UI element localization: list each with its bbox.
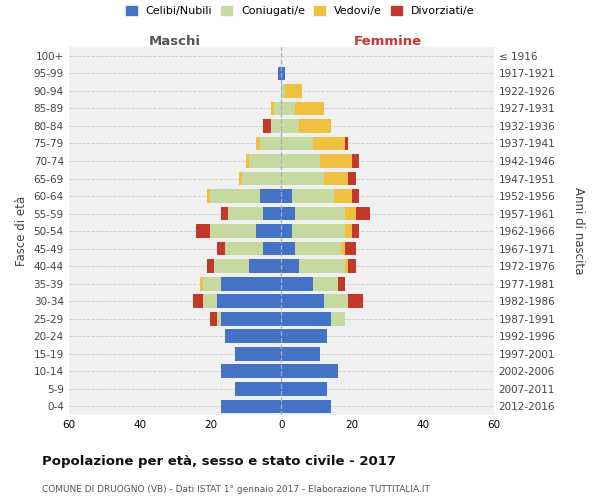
Bar: [203, 294, 217, 308]
Bar: [281, 224, 292, 238]
Bar: [224, 242, 263, 256]
Bar: [281, 277, 313, 290]
Bar: [271, 102, 274, 116]
Bar: [281, 312, 331, 326]
Bar: [274, 102, 281, 116]
Bar: [281, 260, 299, 273]
Bar: [260, 189, 281, 203]
Bar: [345, 260, 349, 273]
Bar: [334, 189, 352, 203]
Bar: [211, 224, 256, 238]
Bar: [345, 242, 356, 256]
Bar: [331, 312, 345, 326]
Bar: [313, 277, 338, 290]
Bar: [207, 189, 211, 203]
Bar: [256, 224, 281, 238]
Bar: [263, 242, 281, 256]
Bar: [250, 260, 281, 273]
Bar: [295, 102, 324, 116]
Bar: [281, 119, 299, 133]
Bar: [281, 347, 320, 360]
Bar: [324, 172, 349, 185]
Bar: [349, 260, 356, 273]
Bar: [341, 242, 345, 256]
Bar: [338, 277, 345, 290]
Bar: [207, 260, 214, 273]
Bar: [281, 382, 327, 396]
Bar: [263, 206, 281, 220]
Bar: [281, 294, 324, 308]
Bar: [256, 136, 260, 150]
Bar: [285, 84, 302, 98]
Bar: [281, 330, 327, 343]
Bar: [203, 277, 221, 290]
Bar: [235, 347, 281, 360]
Bar: [281, 206, 295, 220]
Bar: [217, 312, 221, 326]
Text: Femmine: Femmine: [353, 35, 422, 48]
Bar: [281, 189, 292, 203]
Bar: [352, 189, 359, 203]
Text: COMUNE DI DRUOGNO (VB) - Dati ISTAT 1° gennaio 2017 - Elaborazione TUTTITALIA.IT: COMUNE DI DRUOGNO (VB) - Dati ISTAT 1° g…: [42, 485, 430, 494]
Bar: [242, 172, 281, 185]
Bar: [345, 136, 349, 150]
Bar: [239, 172, 242, 185]
Bar: [228, 206, 263, 220]
Bar: [320, 154, 352, 168]
Bar: [281, 102, 295, 116]
Text: Popolazione per età, sesso e stato civile - 2017: Popolazione per età, sesso e stato civil…: [42, 455, 396, 468]
Legend: Celibi/Nubili, Coniugati/e, Vedovi/e, Divorziati/e: Celibi/Nubili, Coniugati/e, Vedovi/e, Di…: [125, 6, 475, 16]
Bar: [263, 119, 271, 133]
Bar: [193, 294, 203, 308]
Bar: [250, 154, 281, 168]
Bar: [313, 136, 345, 150]
Bar: [221, 400, 281, 413]
Bar: [281, 400, 331, 413]
Bar: [356, 206, 370, 220]
Bar: [211, 312, 217, 326]
Bar: [345, 206, 356, 220]
Bar: [292, 189, 334, 203]
Bar: [278, 66, 281, 80]
Bar: [295, 206, 345, 220]
Bar: [217, 294, 281, 308]
Bar: [211, 189, 260, 203]
Y-axis label: Fasce di età: Fasce di età: [15, 196, 28, 266]
Text: Maschi: Maschi: [149, 35, 201, 48]
Bar: [281, 364, 338, 378]
Bar: [196, 224, 211, 238]
Bar: [349, 172, 356, 185]
Bar: [281, 154, 320, 168]
Bar: [221, 206, 228, 220]
Bar: [281, 136, 313, 150]
Bar: [324, 294, 349, 308]
Bar: [221, 312, 281, 326]
Bar: [299, 119, 331, 133]
Bar: [345, 224, 352, 238]
Bar: [299, 260, 345, 273]
Bar: [221, 277, 281, 290]
Bar: [214, 260, 250, 273]
Bar: [246, 154, 250, 168]
Bar: [352, 224, 359, 238]
Bar: [235, 382, 281, 396]
Bar: [281, 84, 285, 98]
Bar: [221, 364, 281, 378]
Bar: [349, 294, 362, 308]
Bar: [200, 277, 203, 290]
Y-axis label: Anni di nascita: Anni di nascita: [572, 188, 585, 275]
Bar: [281, 66, 285, 80]
Bar: [224, 330, 281, 343]
Bar: [352, 154, 359, 168]
Bar: [281, 242, 295, 256]
Bar: [217, 242, 224, 256]
Bar: [281, 172, 324, 185]
Bar: [292, 224, 345, 238]
Bar: [271, 119, 281, 133]
Bar: [295, 242, 341, 256]
Bar: [260, 136, 281, 150]
